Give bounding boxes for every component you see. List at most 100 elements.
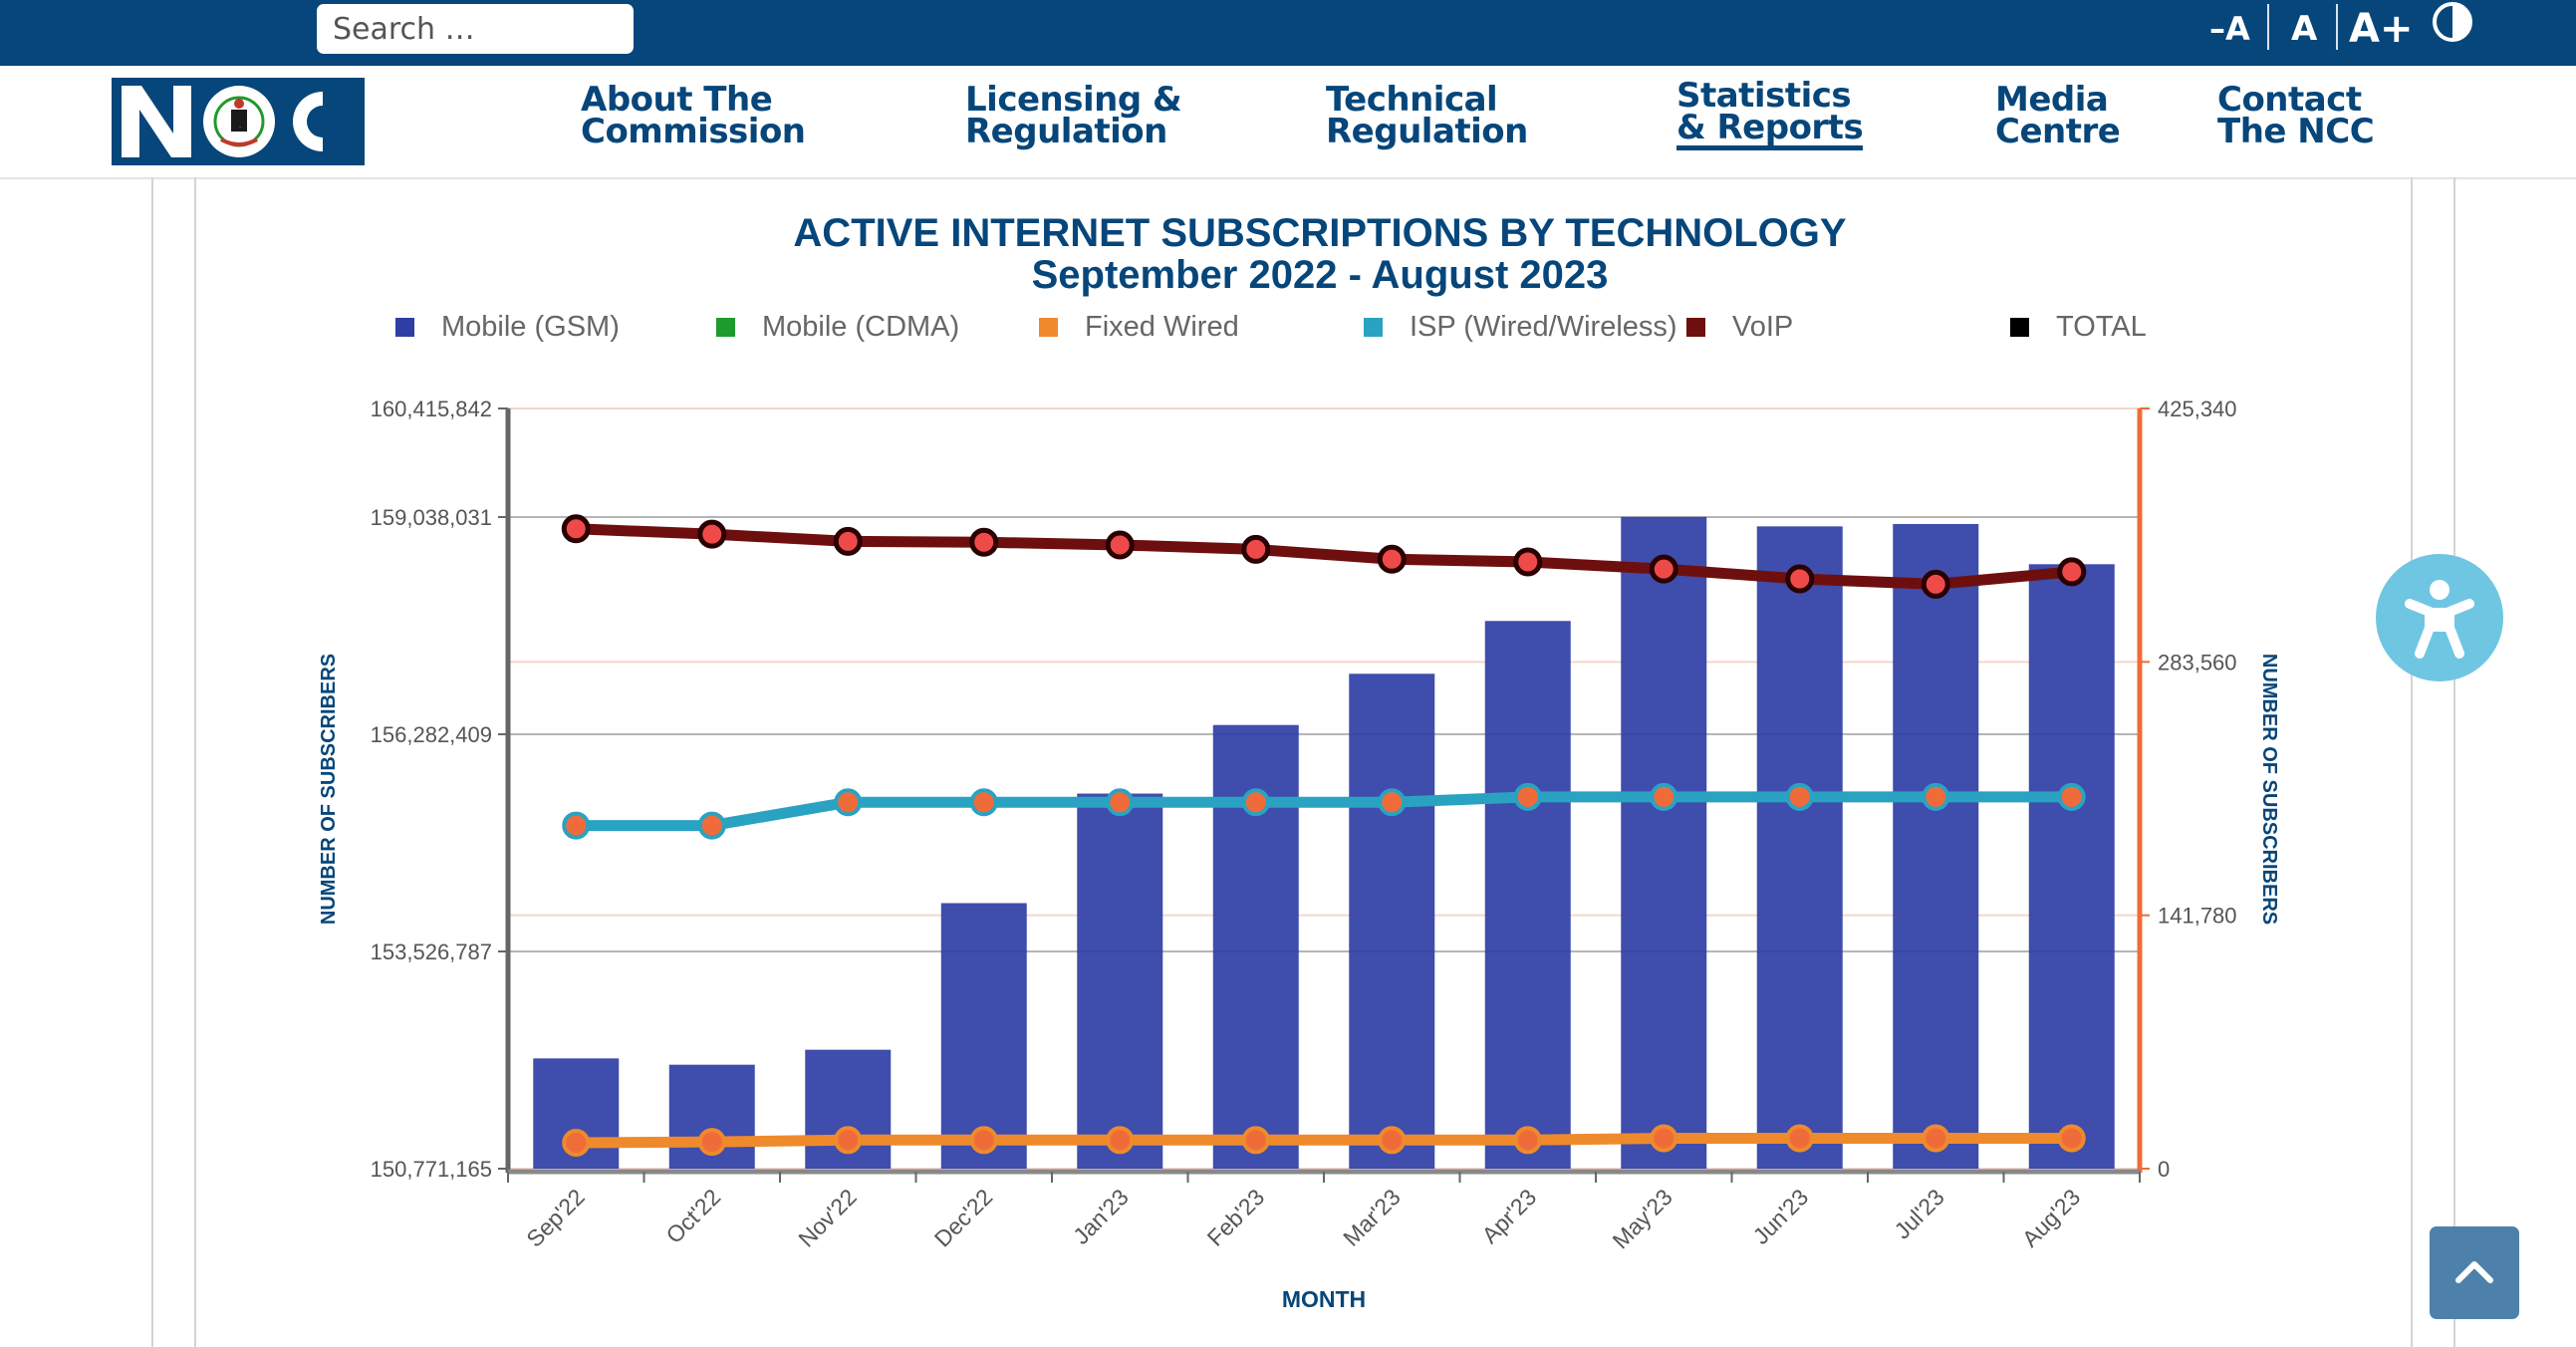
point-isp-wired-wireless- xyxy=(1785,782,1814,811)
point-isp-wired-wireless- xyxy=(834,788,863,817)
point-isp-wired-wireless- xyxy=(1378,788,1407,817)
point-fixed-wired xyxy=(2057,1124,2086,1153)
frame-line xyxy=(2411,177,2413,1347)
logo-text: NCC xyxy=(239,127,241,129)
left-tick-label: 153,526,787 xyxy=(371,940,492,964)
x-tick-label: May'23 xyxy=(1607,1184,1676,1253)
bar-gsm xyxy=(1077,793,1163,1169)
nav-contact-ncc[interactable]: Contact The NCC xyxy=(2217,80,2375,151)
line-isp-wired-wireless- xyxy=(570,791,2078,832)
x-tick-label: Nov'22 xyxy=(793,1184,862,1252)
divider xyxy=(2267,4,2269,50)
legend-label: ISP (Wired/Wireless) xyxy=(1410,310,1677,343)
divider xyxy=(2336,4,2338,50)
legend-item-fixed-wired[interactable]: Fixed Wired xyxy=(1039,310,1239,343)
legend-item-voip[interactable]: VoIP xyxy=(1686,310,1794,343)
point-voip xyxy=(1105,530,1135,560)
x-tick-label: Sep'22 xyxy=(521,1184,590,1252)
bar-gsm xyxy=(1756,526,1843,1169)
font-reset-button[interactable]: A xyxy=(2291,9,2318,49)
bar-gsm xyxy=(1893,523,1979,1169)
point-fixed-wired xyxy=(562,1128,591,1157)
point-voip xyxy=(1921,569,1950,599)
nav-statistics-reports[interactable]: Statistics & Reports xyxy=(1676,79,1864,150)
nav-technical-regulation[interactable]: Technical Regulation xyxy=(1326,80,1528,151)
x-tick-label: Jul'23 xyxy=(1889,1184,1948,1243)
left-tick-label: 150,771,165 xyxy=(371,1157,492,1182)
ncc-logo[interactable]: NCC xyxy=(112,78,365,165)
point-fixed-wired xyxy=(1106,1126,1135,1155)
point-isp-wired-wireless- xyxy=(697,811,726,840)
point-fixed-wired xyxy=(1785,1124,1814,1153)
right-tick-label: 283,560 xyxy=(2158,650,2237,674)
point-isp-wired-wireless- xyxy=(1513,782,1542,811)
legend-item-isp[interactable]: ISP (Wired/Wireless) xyxy=(1364,310,1677,343)
right-tick-label: 0 xyxy=(2158,1157,2170,1182)
frame-line xyxy=(194,177,196,1347)
nav-licensing-regulation[interactable]: Licensing & Regulation xyxy=(965,80,1182,151)
point-voip xyxy=(833,526,863,556)
x-tick-label: Mar'23 xyxy=(1338,1184,1406,1251)
point-voip xyxy=(1377,544,1407,574)
frame-line xyxy=(2453,177,2455,1347)
point-fixed-wired xyxy=(1378,1126,1407,1155)
chart-title: ACTIVE INTERNET SUBSCRIPTIONS BY TECHNOL… xyxy=(793,211,1847,255)
point-voip xyxy=(697,519,727,549)
point-voip xyxy=(1513,547,1543,577)
point-voip xyxy=(2057,557,2087,587)
bar-gsm xyxy=(940,903,1027,1169)
legend-swatch xyxy=(1686,317,1705,337)
point-isp-wired-wireless- xyxy=(562,811,591,840)
legend-item-gsm[interactable]: Mobile (GSM) xyxy=(395,310,620,343)
line-fixed-wired xyxy=(570,1133,2078,1149)
point-isp-wired-wireless- xyxy=(1650,782,1678,811)
legend-label: VoIP xyxy=(1732,310,1794,343)
top-utility-bar: –A A A+ xyxy=(0,0,2576,66)
legend-swatch xyxy=(1039,317,1058,337)
legend-label: TOTAL xyxy=(2056,310,2147,343)
x-tick-label: Aug'23 xyxy=(2017,1184,2086,1252)
contrast-icon[interactable] xyxy=(2431,2,2474,46)
x-tick-label: Feb'23 xyxy=(1202,1184,1270,1251)
accessibility-icon xyxy=(2405,580,2474,659)
bar-gsm xyxy=(1621,516,1707,1169)
nav-about-commission[interactable]: About The Commission xyxy=(581,80,806,151)
point-isp-wired-wireless- xyxy=(1922,782,1950,811)
point-voip xyxy=(561,514,591,544)
legend-item-total[interactable]: TOTAL xyxy=(2010,310,2147,343)
chevron-up-icon xyxy=(2455,1261,2493,1283)
left-tick-label: 160,415,842 xyxy=(371,397,492,421)
search-input[interactable] xyxy=(317,4,634,54)
font-increase-button[interactable]: A+ xyxy=(2349,6,2414,52)
accessibility-button[interactable] xyxy=(2376,554,2503,681)
x-axis-title: MONTH xyxy=(1282,1286,1366,1312)
legend-label: Fixed Wired xyxy=(1085,310,1239,343)
legend-swatch xyxy=(716,317,735,337)
legend-swatch xyxy=(1364,317,1383,337)
point-isp-wired-wireless- xyxy=(969,788,998,817)
bar-gsm xyxy=(1349,674,1435,1169)
scroll-to-top-button[interactable] xyxy=(2430,1226,2519,1319)
x-tick-label: Dec'22 xyxy=(929,1184,998,1252)
chart-subtitle: September 2022 - August 2023 xyxy=(1031,253,1609,297)
legend-label: Mobile (GSM) xyxy=(441,310,620,343)
point-fixed-wired xyxy=(834,1126,863,1155)
legend-swatch xyxy=(395,317,414,337)
main-navigation: NCC About The Commission Licensing & Regul… xyxy=(0,66,2576,179)
point-voip xyxy=(1785,564,1815,594)
left-tick-label: 159,038,031 xyxy=(371,505,492,530)
point-fixed-wired xyxy=(1513,1126,1542,1155)
point-fixed-wired xyxy=(697,1128,726,1157)
right-tick-label: 141,780 xyxy=(2158,904,2237,929)
legend-swatch xyxy=(2010,317,2029,337)
point-fixed-wired xyxy=(1922,1124,1950,1153)
font-decrease-button[interactable]: –A xyxy=(2209,10,2250,48)
left-tick-label: 156,282,409 xyxy=(371,722,492,747)
point-isp-wired-wireless- xyxy=(1106,788,1135,817)
bar-gsm xyxy=(2028,564,2115,1169)
nav-media-centre[interactable]: Media Centre xyxy=(1995,80,2121,151)
line-voip xyxy=(570,523,2078,590)
legend-item-cdma[interactable]: Mobile (CDMA) xyxy=(716,311,959,343)
point-fixed-wired xyxy=(1650,1124,1678,1153)
